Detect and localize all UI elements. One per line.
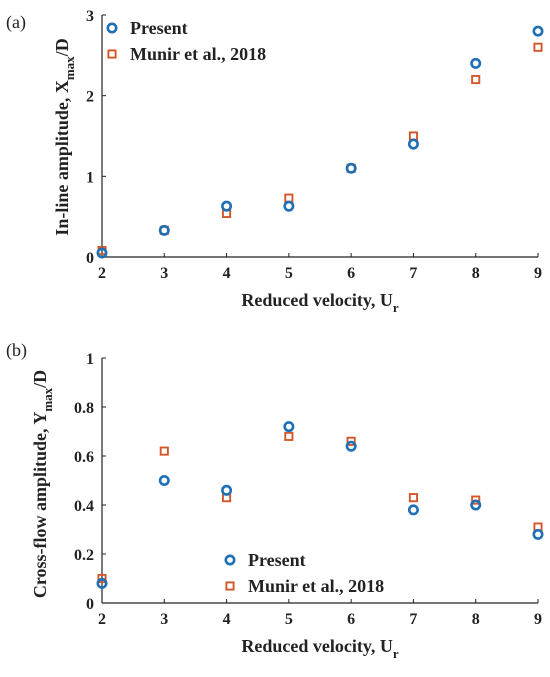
panel-b-point-present (96, 577, 108, 589)
panel-a-y-axis-label-subscript: max (62, 56, 77, 80)
panel-b-y-tick-label: 0.6 (74, 449, 94, 466)
panel-b-y-tick-label: 0.4 (74, 498, 94, 515)
panel-a-legend-marker (107, 49, 117, 59)
panel-b-label: (b) (6, 340, 27, 361)
panel-b-y-tick-label: 1 (86, 351, 94, 368)
panel-a-point-present (221, 200, 233, 212)
panel-a-y-tick-label: 3 (86, 8, 94, 25)
panel-a-x-tick-label: 5 (285, 265, 293, 282)
panel-a-x-tick-label: 9 (534, 265, 542, 282)
panel-b-y-axis-label-main: Cross-flow amplitude, Y (30, 412, 50, 599)
panel-a-x-axis-label-subscript: r (393, 300, 399, 315)
panel-a-point-present (283, 200, 295, 212)
panel-a-label: (a) (6, 12, 26, 33)
panel-a-chart: (a) In-line amplitude, Xmax/D Reduced ve… (6, 8, 544, 315)
panel-a-x-tick-label: 3 (160, 265, 168, 282)
panel-b-y-axis-label-suffix: /D (30, 370, 50, 389)
panel-b-x-tick-label: 2 (98, 611, 106, 628)
panel-a-point-munir (471, 74, 481, 85)
panel-b-legend-label: Munir et al., 2018 (248, 576, 384, 596)
panel-a-y-axis-label-main: In-line amplitude, X (52, 80, 72, 236)
panel-a-point-munir (284, 193, 294, 203)
panel-b-point-present (221, 484, 233, 496)
panel-a-y-tick-label: 1 (86, 169, 94, 186)
panel-a-legend-label: Munir et al., 2018 (130, 44, 266, 64)
panel-a-x-tick-label: 6 (347, 265, 355, 282)
panel-a-point-present (158, 224, 170, 236)
panel-a-point-present (470, 57, 482, 69)
panel-b-legend-marker (224, 554, 236, 566)
panel-b-x-axis-label: Reduced velocity, Ur (241, 636, 398, 661)
panel-b-x-tick-label: 6 (347, 611, 355, 628)
panel-a-point-munir (408, 131, 418, 141)
panel-b-y-tick-label: 0.8 (74, 400, 94, 417)
panel-b-x-tick-label: 8 (472, 611, 480, 628)
panel-a-x-axis-label-main: Reduced velocity, U (241, 290, 392, 310)
panel-a-y-tick-label: 0 (86, 250, 94, 267)
panel-a-point-present (407, 138, 419, 150)
panel-b-point-present (158, 474, 170, 486)
panel-b-point-munir (471, 495, 481, 505)
panel-b-x-tick-label: 3 (160, 611, 168, 628)
panel-b-x-tick-label: 4 (223, 611, 231, 628)
panel-a-point-present (345, 162, 357, 174)
panel-b-point-present (407, 504, 419, 516)
panel-a-legend-marker (106, 22, 118, 34)
panel-a-point-munir (533, 42, 543, 52)
panel-a-x-axis-label: Reduced velocity, Ur (241, 290, 398, 315)
panel-b-legend-marker (225, 581, 235, 591)
panel-b-x-tick-label: 9 (534, 611, 542, 628)
panel-b-chart: (b) Cross-flow amplitude, Ymax/D Reduced… (6, 340, 544, 661)
panel-b-x-tick-label: 5 (285, 611, 293, 628)
panel-b-x-axis-label-subscript: r (393, 646, 399, 661)
panel-b-point-munir (159, 446, 169, 456)
panel-b-x-tick-label: 7 (409, 611, 417, 628)
panel-b-point-present (345, 440, 357, 452)
panel-a-point-present (532, 25, 544, 37)
panel-b-point-munir (97, 573, 107, 584)
panel-b-point-munir (346, 436, 356, 446)
panel-a-x-tick-label: 8 (472, 265, 480, 282)
panel-b-y-axis-label-subscript: max (40, 387, 55, 411)
panel-a-y-tick-label: 2 (86, 89, 94, 106)
panel-a-legend-label: Present (130, 18, 188, 38)
panel-a-y-axis-label: In-line amplitude, Xmax/D (52, 38, 77, 235)
panel-b-x-axis-label-main: Reduced velocity, U (241, 636, 392, 656)
panel-b-y-tick-label: 0 (86, 596, 94, 613)
panel-b-legend-label: Present (248, 550, 306, 570)
panel-a-point-present (96, 247, 108, 259)
panel-b-point-munir (408, 493, 418, 503)
panel-b-point-present (470, 499, 482, 511)
panel-a-y-axis-label-suffix: /D (52, 38, 72, 57)
panel-a-x-tick-label: 4 (223, 265, 231, 282)
panel-b-point-present (283, 421, 295, 433)
panel-a-x-tick-label: 2 (98, 265, 106, 282)
panel-b-point-present (532, 528, 544, 540)
panel-b-y-tick-label: 0.2 (74, 547, 94, 564)
panel-b-y-axis-label: Cross-flow amplitude, Ymax/D (30, 370, 55, 598)
panel-a-x-tick-label: 7 (409, 265, 417, 282)
panel-b-point-munir (284, 431, 294, 441)
